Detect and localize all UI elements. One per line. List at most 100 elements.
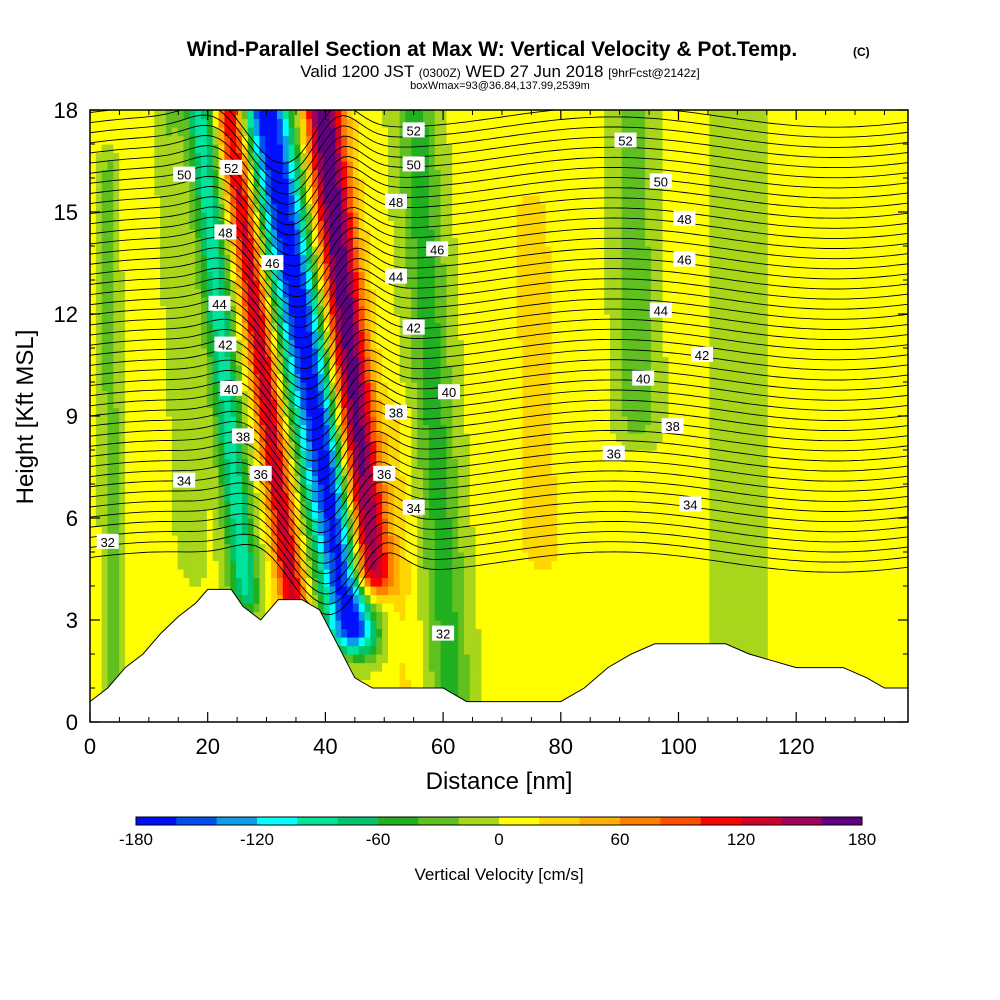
velocity-cell <box>347 390 354 400</box>
velocity-cell <box>469 560 477 570</box>
velocity-cell <box>253 611 261 621</box>
velocity-cell <box>423 654 430 664</box>
velocity-cell <box>154 509 161 519</box>
velocity-cell <box>423 671 430 681</box>
velocity-cell <box>493 603 500 613</box>
velocity-cell <box>125 390 132 400</box>
velocity-cell <box>154 543 161 553</box>
velocity-cell <box>364 186 372 196</box>
velocity-cell <box>306 390 313 400</box>
velocity-cell <box>387 577 395 587</box>
velocity-cell <box>230 271 237 281</box>
velocity-cell <box>411 611 418 621</box>
velocity-cell <box>119 441 126 451</box>
velocity-cell <box>218 254 225 264</box>
velocity-cell <box>142 501 150 511</box>
velocity-cell <box>165 441 173 451</box>
velocity-cell <box>165 169 173 179</box>
velocity-cell <box>288 110 296 120</box>
velocity-cell <box>101 169 109 179</box>
velocity-cell <box>382 654 389 664</box>
velocity-cell <box>282 577 290 587</box>
velocity-cell <box>171 407 179 417</box>
velocity-cell <box>160 348 167 358</box>
velocity-cell <box>136 314 144 324</box>
velocity-cell <box>113 569 120 579</box>
velocity-cell <box>247 135 255 145</box>
velocity-cell <box>294 110 301 120</box>
velocity-cell <box>376 594 383 604</box>
velocity-cell <box>452 297 459 307</box>
velocity-cell <box>446 441 453 451</box>
velocity-cell <box>130 127 138 137</box>
velocity-cell <box>475 594 483 604</box>
velocity-cell <box>405 577 412 587</box>
velocity-cell <box>317 552 325 562</box>
velocity-cell <box>189 348 196 358</box>
velocity-cell <box>253 110 261 120</box>
velocity-cell <box>352 322 360 332</box>
velocity-cell <box>125 220 132 230</box>
velocity-cell <box>107 603 114 613</box>
velocity-cell <box>387 331 395 341</box>
velocity-cell <box>399 594 407 604</box>
velocity-cell <box>405 654 412 664</box>
velocity-cell <box>206 135 214 145</box>
velocity-cell <box>171 229 179 239</box>
velocity-cell <box>101 399 109 409</box>
velocity-cell <box>481 543 488 553</box>
velocity-cell <box>171 212 179 222</box>
velocity-cell <box>253 348 261 358</box>
velocity-cell <box>288 212 296 222</box>
velocity-cell <box>183 127 190 137</box>
velocity-cell <box>189 543 196 553</box>
velocity-cell <box>218 433 225 443</box>
velocity-cell <box>364 373 372 383</box>
velocity-cell <box>341 518 348 528</box>
velocity-cell <box>306 212 313 222</box>
velocity-cell <box>493 577 500 587</box>
velocity-cell <box>341 127 348 137</box>
velocity-cell <box>487 467 494 477</box>
velocity-cell <box>317 271 325 281</box>
velocity-cell <box>370 152 377 162</box>
velocity-cell <box>306 552 313 562</box>
velocity-cell <box>423 271 430 281</box>
velocity-cell <box>247 543 255 553</box>
velocity-cell <box>241 229 249 239</box>
velocity-cell <box>399 475 407 485</box>
velocity-cell <box>329 118 336 128</box>
velocity-cell <box>113 662 120 672</box>
velocity-cell <box>306 203 313 213</box>
velocity-cell <box>487 586 494 596</box>
velocity-cell <box>90 458 97 468</box>
velocity-cell <box>300 263 307 273</box>
velocity-cell <box>259 348 266 358</box>
velocity-cell <box>294 433 301 443</box>
velocity-cell <box>183 178 190 188</box>
velocity-cell <box>95 526 103 536</box>
velocity-cell <box>271 467 278 477</box>
velocity-cell <box>347 288 354 298</box>
velocity-cell <box>125 118 132 128</box>
velocity-cell <box>352 356 360 366</box>
velocity-cell <box>358 637 366 647</box>
velocity-cell <box>177 135 185 145</box>
velocity-cell <box>487 280 494 290</box>
velocity-cell <box>136 169 144 179</box>
velocity-cell <box>142 424 150 434</box>
velocity-cell <box>417 356 424 366</box>
velocity-cell <box>107 611 114 621</box>
velocity-cell <box>206 118 214 128</box>
velocity-cell <box>312 569 319 579</box>
velocity-cell <box>253 169 261 179</box>
velocity-cell <box>341 118 348 128</box>
velocity-cell <box>347 620 354 630</box>
velocity-cell <box>370 348 377 358</box>
velocity-cell <box>101 144 109 154</box>
velocity-cell <box>347 280 354 290</box>
velocity-cell <box>469 603 477 613</box>
velocity-cell <box>125 305 132 315</box>
velocity-cell <box>218 441 225 451</box>
velocity-cell <box>423 560 430 570</box>
